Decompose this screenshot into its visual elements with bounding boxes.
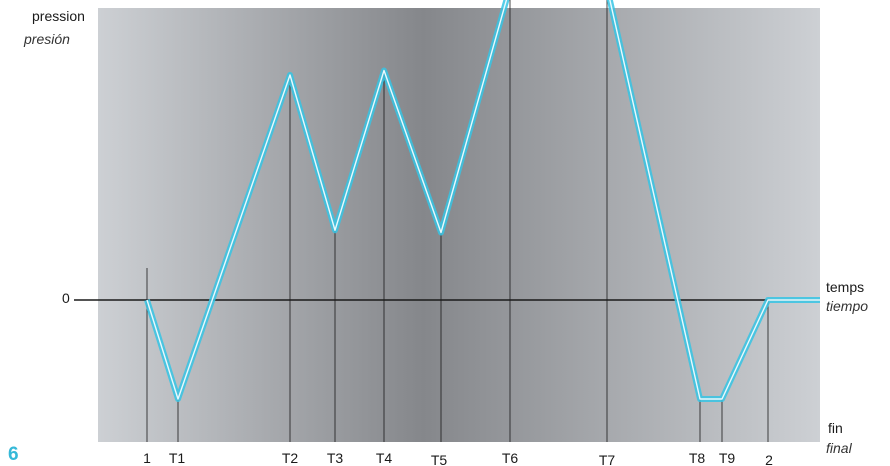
tick-label-t6: T6 [502, 450, 519, 465]
y-axis-label: pression [32, 8, 85, 24]
tick-label-t8: T8 [689, 450, 706, 465]
x-axis-label-alt: tiempo [826, 298, 869, 314]
tick-label-2: 2 [765, 452, 773, 465]
tick-label-1: 1 [143, 450, 151, 465]
tick-label-t3: T3 [327, 450, 344, 465]
x-axis-label: temps [826, 279, 865, 295]
pressure-curve [146, 0, 820, 400]
tick-label-t5: T5 [431, 452, 448, 465]
end-label-alt: final [826, 440, 852, 456]
tick-label-t2: T2 [282, 450, 299, 465]
end-label: fin [828, 420, 843, 436]
tick-label-t9: T9 [719, 450, 736, 465]
plot-background [98, 8, 820, 442]
zero-label: 0 [62, 290, 70, 306]
tick-label-t1: T1 [169, 450, 186, 465]
page-number: 6 [8, 444, 19, 465]
tick-label-t4: T4 [376, 450, 393, 465]
tick-label-t7: T7 [599, 452, 616, 465]
y-axis-label-alt: presión [24, 31, 70, 47]
